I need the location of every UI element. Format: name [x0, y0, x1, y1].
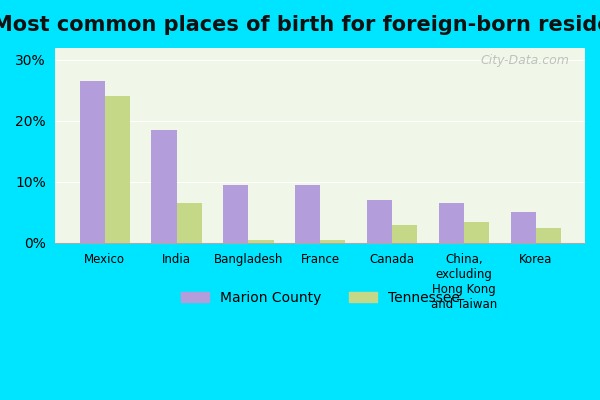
Title: Most common places of birth for foreign-born residents: Most common places of birth for foreign-… [0, 15, 600, 35]
Bar [392, 225, 417, 243]
Bar [367, 200, 392, 243]
Bar [439, 203, 464, 243]
Text: City-Data.com: City-Data.com [480, 54, 569, 66]
Legend: Marion County, Tennessee: Marion County, Tennessee [175, 285, 465, 310]
Bar [151, 130, 176, 243]
Bar [248, 240, 274, 243]
Bar [104, 96, 130, 243]
Bar [295, 185, 320, 243]
Bar [176, 203, 202, 243]
Bar [80, 81, 104, 243]
Bar [511, 212, 536, 243]
Bar [320, 240, 346, 243]
Bar [464, 222, 489, 243]
Bar [536, 228, 561, 243]
Bar [223, 185, 248, 243]
